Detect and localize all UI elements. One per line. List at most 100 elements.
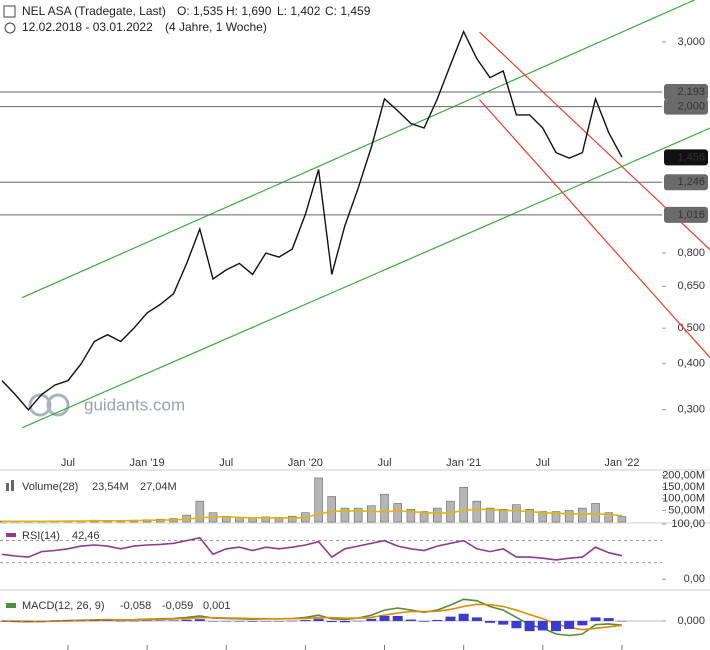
- histogram-bar: [379, 615, 390, 621]
- volume-bar: [287, 515, 297, 523]
- histogram-bar: [339, 621, 350, 623]
- histogram-bar: [208, 621, 219, 622]
- volume-icon: [11, 480, 14, 491]
- date-range: 12.02.2018 - 03.01.2022: [22, 20, 153, 34]
- series-line: [2, 603, 622, 631]
- trendlines: [21, 0, 710, 429]
- histogram-bar: [498, 621, 509, 625]
- histogram-bar: [102, 620, 113, 621]
- chart-title: NEL ASA (Tradegate, Last): [22, 4, 166, 18]
- histogram-bar: [234, 621, 245, 622]
- volume-bar: [485, 507, 495, 523]
- volume-bar: [591, 503, 600, 523]
- histogram-bar: [537, 621, 548, 631]
- last-price-box: [664, 149, 708, 166]
- histogram-bar: [181, 619, 192, 621]
- histogram-bar: [603, 618, 614, 621]
- histogram-bar: [419, 621, 430, 622]
- y-tick-label: 150,00M: [662, 481, 705, 493]
- volume-bar: [314, 477, 323, 523]
- histogram-bar: [10, 621, 21, 622]
- histogram-bar: [511, 621, 522, 629]
- volume-bar: [419, 511, 429, 523]
- panel-title: Volume(28): [22, 481, 78, 493]
- volume-bar: [261, 516, 271, 523]
- legend-value: 27,04M: [140, 481, 177, 493]
- histogram-bar: [590, 617, 601, 621]
- level-box: [664, 206, 708, 223]
- histogram-bar: [89, 620, 100, 621]
- level-label: 1,246: [677, 176, 705, 188]
- legend-value: 42,46: [72, 530, 100, 542]
- series-line: [1, 536, 623, 561]
- histogram-bar: [155, 620, 166, 621]
- y-tick-label: 0,500: [677, 322, 705, 334]
- histogram-bar: [405, 619, 416, 621]
- histogram-bar: [0, 621, 7, 622]
- series-line: [2, 508, 622, 523]
- volume-bar: [538, 511, 548, 523]
- histogram-bar: [471, 617, 482, 621]
- histogram-bar: [485, 621, 496, 623]
- level-box: [664, 174, 708, 191]
- histogram-bar: [128, 620, 139, 622]
- y-tick-label: 0,000: [677, 615, 705, 627]
- trendline: [21, 0, 695, 299]
- volume-icon: [6, 483, 9, 491]
- volume-bar: [393, 503, 402, 523]
- histogram-bar: [168, 620, 179, 621]
- volume-bar: [433, 507, 442, 523]
- histogram-bar: [221, 621, 232, 622]
- x-tick-label: Jul: [377, 457, 391, 469]
- histogram-bar: [445, 616, 456, 621]
- histogram-bar: [524, 621, 535, 632]
- symbol-icon: [3, 5, 16, 18]
- legend-value: 23,54M: [92, 481, 129, 493]
- y-tick-label: 100,00: [671, 518, 705, 530]
- period: (4 Jahre, 1 Woche): [165, 20, 267, 34]
- histogram-bar: [36, 621, 47, 622]
- histogram-bar: [564, 621, 575, 629]
- ohlc-high: H: 1,690: [226, 4, 272, 18]
- histogram-bar: [273, 621, 284, 622]
- level-box: [664, 83, 708, 100]
- rsi-icon: [6, 533, 16, 537]
- volume-bar: [406, 509, 416, 523]
- histogram-bar: [142, 620, 153, 622]
- histogram-bar: [247, 621, 258, 622]
- histogram-bar: [23, 621, 34, 622]
- legend-value: -0,058: [120, 600, 151, 612]
- histogram-bar: [550, 621, 561, 632]
- histogram-bar: [458, 613, 469, 621]
- histogram-bar: [260, 621, 271, 622]
- histogram-bar: [49, 620, 60, 622]
- histogram-bar: [194, 619, 205, 621]
- volume-bar: [380, 493, 389, 523]
- watermark: guidants.com: [84, 395, 185, 414]
- x-tick-label: Jul: [61, 457, 75, 469]
- y-tick-label: 0,650: [677, 280, 705, 292]
- volume-bar: [353, 507, 363, 523]
- last-price-label: 1,456: [677, 151, 705, 163]
- volume-bar: [459, 486, 468, 523]
- volume-bar: [604, 512, 613, 523]
- volume-bar: [195, 500, 205, 523]
- y-tick-label: 100,00M: [662, 493, 705, 505]
- watermark-logo: [28, 393, 70, 417]
- y-tick-label: 0,400: [677, 358, 705, 370]
- y-tick-label: 0,300: [677, 404, 705, 416]
- level-label: 1,016: [677, 209, 705, 221]
- volume-bar: [472, 500, 482, 523]
- histogram-bar: [353, 620, 364, 622]
- panel-title: RSI(14): [22, 530, 60, 542]
- trendline: [479, 99, 710, 359]
- volume-bar: [551, 511, 561, 523]
- histogram-bar: [616, 620, 627, 622]
- volume-bar: [340, 507, 350, 523]
- histogram-bar: [76, 620, 87, 622]
- y-tick-label: 3,000: [677, 36, 705, 48]
- clock-icon: [4, 22, 16, 34]
- histogram-bar: [366, 618, 377, 621]
- y-tick-label: 0,00: [684, 573, 705, 585]
- level-label: 2,000: [677, 101, 705, 113]
